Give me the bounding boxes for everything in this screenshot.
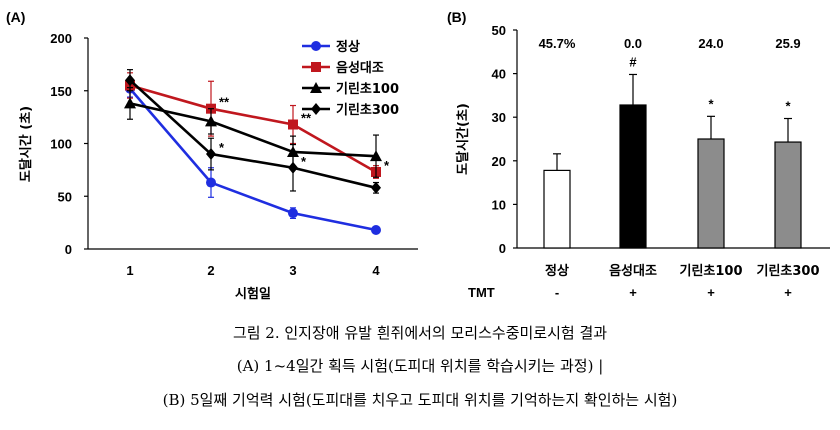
- panel-b-y-axis-title: 도달시간(초): [455, 103, 471, 175]
- percent-label: 25.9: [775, 36, 800, 51]
- data-point-circle: [206, 177, 216, 188]
- y-tick-label: 100: [50, 137, 72, 152]
- data-point-diamond: [288, 161, 298, 174]
- x-tick-label: 4: [372, 263, 380, 278]
- x-tick-label: 2: [207, 263, 214, 278]
- percent-label: 0.0: [624, 36, 642, 51]
- bar: [774, 141, 802, 249]
- y-tick-label: 30: [492, 110, 506, 125]
- data-point-diamond: [125, 74, 135, 87]
- bar: [619, 104, 647, 249]
- data-point-triangle: [205, 115, 217, 127]
- data-point-diamond: [371, 181, 381, 194]
- significance-marker: *: [384, 158, 390, 173]
- treatment-value: +: [784, 285, 792, 300]
- data-point-square: [288, 119, 298, 130]
- data-point-diamond: [206, 148, 216, 161]
- x-tick-label: 1: [126, 263, 133, 278]
- treatment-row-label: TMT: [468, 285, 495, 300]
- data-point-circle: [371, 225, 381, 236]
- bar: [543, 169, 571, 249]
- significance-marker: *: [219, 140, 225, 155]
- legend-entry-label: 정상: [336, 39, 360, 55]
- category-label: 기린초300: [756, 263, 819, 279]
- y-tick-label: 20: [492, 154, 506, 169]
- legend-entry-label: 음성대조: [336, 60, 384, 76]
- series-line: [129, 79, 377, 190]
- series-line: [129, 84, 377, 174]
- panel-a-y-axis-title: 도달시간 (초): [18, 106, 34, 182]
- data-point-triangle: [370, 150, 382, 162]
- series-line: [129, 87, 377, 232]
- category-label: 정상: [545, 263, 569, 279]
- significance-marker: #: [629, 54, 637, 69]
- series-4: [125, 69, 381, 194]
- data-point-diamond: [311, 103, 321, 115]
- panel-b-label: (B): [447, 9, 466, 25]
- series-line: [129, 102, 377, 158]
- data-point-circle: [288, 208, 298, 219]
- significance-marker: *: [708, 96, 714, 111]
- data-point-square: [311, 62, 321, 72]
- percent-label: 45.7%: [539, 36, 576, 51]
- y-tick-label: 0: [499, 241, 506, 256]
- bar: [697, 138, 725, 249]
- significance-marker: *: [301, 154, 307, 169]
- treatment-value: +: [707, 285, 715, 300]
- y-tick-label: 50: [492, 23, 506, 38]
- panel-a-x-axis-title: 시험일: [235, 286, 271, 302]
- significance-marker: *: [785, 99, 791, 114]
- x-tick-label: 3: [289, 263, 296, 278]
- panel-a-label: (A): [6, 9, 25, 25]
- caption-line-1: 그림 2. 인지장애 유발 흰쥐에서의 모리스수중미로시험 결과: [232, 324, 608, 342]
- legend-entry-label: 기린초300: [336, 102, 399, 118]
- data-point-triangle: [310, 82, 322, 93]
- treatment-value: -: [555, 285, 559, 300]
- data-point-circle: [311, 41, 321, 51]
- category-label: 기린초100: [679, 263, 742, 279]
- legend-entry-label: 기린초100: [336, 81, 399, 97]
- significance-marker: **: [301, 111, 312, 126]
- y-tick-label: 50: [58, 189, 72, 204]
- y-tick-label: 200: [50, 31, 72, 46]
- treatment-value: +: [629, 285, 637, 300]
- caption-line-3: (B) 5일째 기억력 시험(도피대를 치우고 도피대 위치를 기억하는지 확인…: [162, 391, 678, 409]
- y-tick-label: 10: [492, 197, 506, 212]
- series-1: [125, 79, 381, 236]
- category-label: 음성대조: [609, 263, 657, 279]
- significance-marker: **: [219, 95, 230, 110]
- percent-label: 24.0: [698, 36, 723, 51]
- y-tick-label: 40: [492, 67, 506, 82]
- series-3: [124, 86, 382, 178]
- caption-line-2: (A) 1~4일간 획득 시험(도피대 위치를 학습시키는 과정) |: [236, 357, 604, 375]
- y-tick-label: 0: [65, 242, 72, 257]
- y-tick-label: 150: [50, 84, 72, 99]
- data-point-triangle: [124, 97, 136, 109]
- panel-b: (B) 도달시간(초) TMT 0 10 20 30 40 50 45.7% 정상 - #0.0…: [447, 9, 830, 300]
